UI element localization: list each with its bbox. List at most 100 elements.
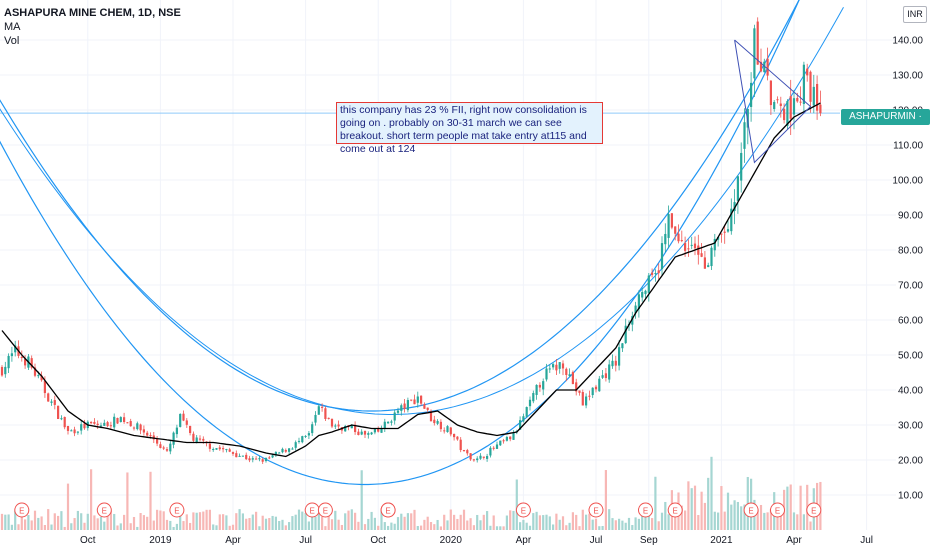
note-annotation[interactable]: this company has 23 % FII, right now con… bbox=[336, 102, 603, 155]
volume-bar bbox=[462, 509, 466, 530]
candle-body bbox=[208, 443, 211, 449]
volume-bar bbox=[222, 514, 225, 530]
volume-bar bbox=[634, 517, 637, 530]
volume-bar bbox=[261, 515, 264, 530]
volume-bar bbox=[585, 514, 588, 530]
candle-body bbox=[545, 368, 548, 380]
volume-bar bbox=[27, 515, 30, 530]
volume-bar bbox=[192, 512, 195, 530]
volume-bar bbox=[350, 509, 353, 530]
volume-bar bbox=[486, 511, 489, 530]
candle-body bbox=[720, 233, 723, 235]
candle-body bbox=[466, 450, 469, 454]
candle-body bbox=[423, 404, 426, 409]
candle-body bbox=[30, 358, 33, 368]
candle-body bbox=[654, 273, 657, 275]
volume-bar bbox=[20, 513, 23, 530]
candle-body bbox=[182, 413, 185, 421]
earnings-letter: E bbox=[323, 507, 328, 516]
candle-body bbox=[753, 28, 756, 79]
candle-body bbox=[175, 427, 178, 435]
candle-body bbox=[495, 444, 499, 449]
volume-bar bbox=[631, 525, 634, 530]
volume-bar bbox=[627, 517, 631, 530]
volume-bar bbox=[703, 502, 706, 530]
earnings-letter: E bbox=[521, 507, 526, 516]
volume-bar bbox=[297, 509, 301, 530]
candle-body bbox=[317, 406, 320, 415]
volume-bar bbox=[644, 513, 647, 530]
candle-body bbox=[307, 433, 310, 436]
candle-body bbox=[162, 447, 165, 449]
volume-bar bbox=[291, 516, 294, 530]
candle-body bbox=[433, 419, 436, 424]
triangle-pattern bbox=[734, 39, 812, 164]
candle-body bbox=[449, 427, 452, 435]
candle-body bbox=[294, 442, 297, 448]
candle-body bbox=[70, 430, 73, 432]
volume-bar bbox=[344, 513, 347, 530]
volume-bar bbox=[334, 510, 337, 530]
earnings-marker bbox=[588, 502, 604, 518]
candle-body bbox=[479, 455, 482, 459]
candle-body bbox=[624, 325, 627, 344]
candle-body bbox=[139, 424, 142, 431]
volume-bar bbox=[373, 517, 376, 530]
candle-body bbox=[429, 411, 433, 422]
volume-bar bbox=[377, 525, 380, 530]
volume-bar bbox=[14, 510, 17, 530]
volume-bar bbox=[608, 509, 611, 530]
volume-bar bbox=[281, 519, 284, 530]
x-tick-label: Apr bbox=[225, 535, 241, 546]
volume-bar bbox=[502, 526, 505, 530]
volume-bar bbox=[472, 525, 475, 530]
currency-button[interactable]: INR bbox=[903, 6, 927, 23]
volume-bar bbox=[433, 524, 436, 530]
candle-body bbox=[489, 447, 492, 456]
symbol-title[interactable]: ASHAPURA MINE CHEM, 1D, NSE bbox=[4, 7, 181, 19]
candle-body bbox=[693, 243, 697, 249]
earnings-markers: EEEEEEEEEEEEEE bbox=[14, 502, 822, 518]
earnings-letter: E bbox=[593, 507, 598, 516]
volume-bar bbox=[218, 514, 221, 530]
candle-body bbox=[245, 454, 248, 460]
volume-bar bbox=[63, 526, 66, 530]
candle-body bbox=[713, 238, 716, 251]
candle-body bbox=[611, 360, 614, 367]
candle-body bbox=[377, 428, 380, 432]
indicator-ma-label[interactable]: MA bbox=[4, 21, 21, 33]
candle-body bbox=[641, 292, 644, 298]
candle-body bbox=[324, 408, 327, 419]
volume-bar bbox=[152, 520, 155, 530]
candle-body bbox=[142, 429, 145, 433]
volume-bar bbox=[90, 469, 93, 530]
volume-bar bbox=[802, 514, 805, 530]
volume-bar bbox=[337, 519, 340, 530]
volume-bar bbox=[730, 504, 733, 530]
candle-body bbox=[314, 414, 317, 423]
x-tick-label: Oct bbox=[80, 535, 96, 546]
y-tick-label: 80.00 bbox=[898, 246, 923, 257]
candle-body bbox=[740, 152, 743, 181]
volume-bar bbox=[789, 484, 792, 530]
volume-bar bbox=[766, 512, 769, 530]
candle-body bbox=[420, 395, 423, 404]
candle-body bbox=[390, 421, 393, 423]
candle-body bbox=[50, 401, 53, 403]
y-tick-label: 110.00 bbox=[893, 141, 923, 152]
y-tick-label: 70.00 bbox=[898, 281, 923, 292]
indicator-vol-label[interactable]: Vol bbox=[4, 35, 20, 47]
volume-bar bbox=[60, 511, 63, 530]
volume-bar bbox=[165, 519, 169, 530]
y-tick-label: 50.00 bbox=[898, 351, 923, 362]
volume-bar bbox=[7, 514, 10, 530]
volume-bar bbox=[370, 511, 373, 530]
candle-body bbox=[393, 412, 396, 421]
volume-bar bbox=[294, 514, 297, 530]
candle-body bbox=[63, 416, 66, 428]
candle-body bbox=[591, 387, 594, 396]
candle-body bbox=[400, 405, 403, 411]
candle-body bbox=[571, 372, 574, 385]
